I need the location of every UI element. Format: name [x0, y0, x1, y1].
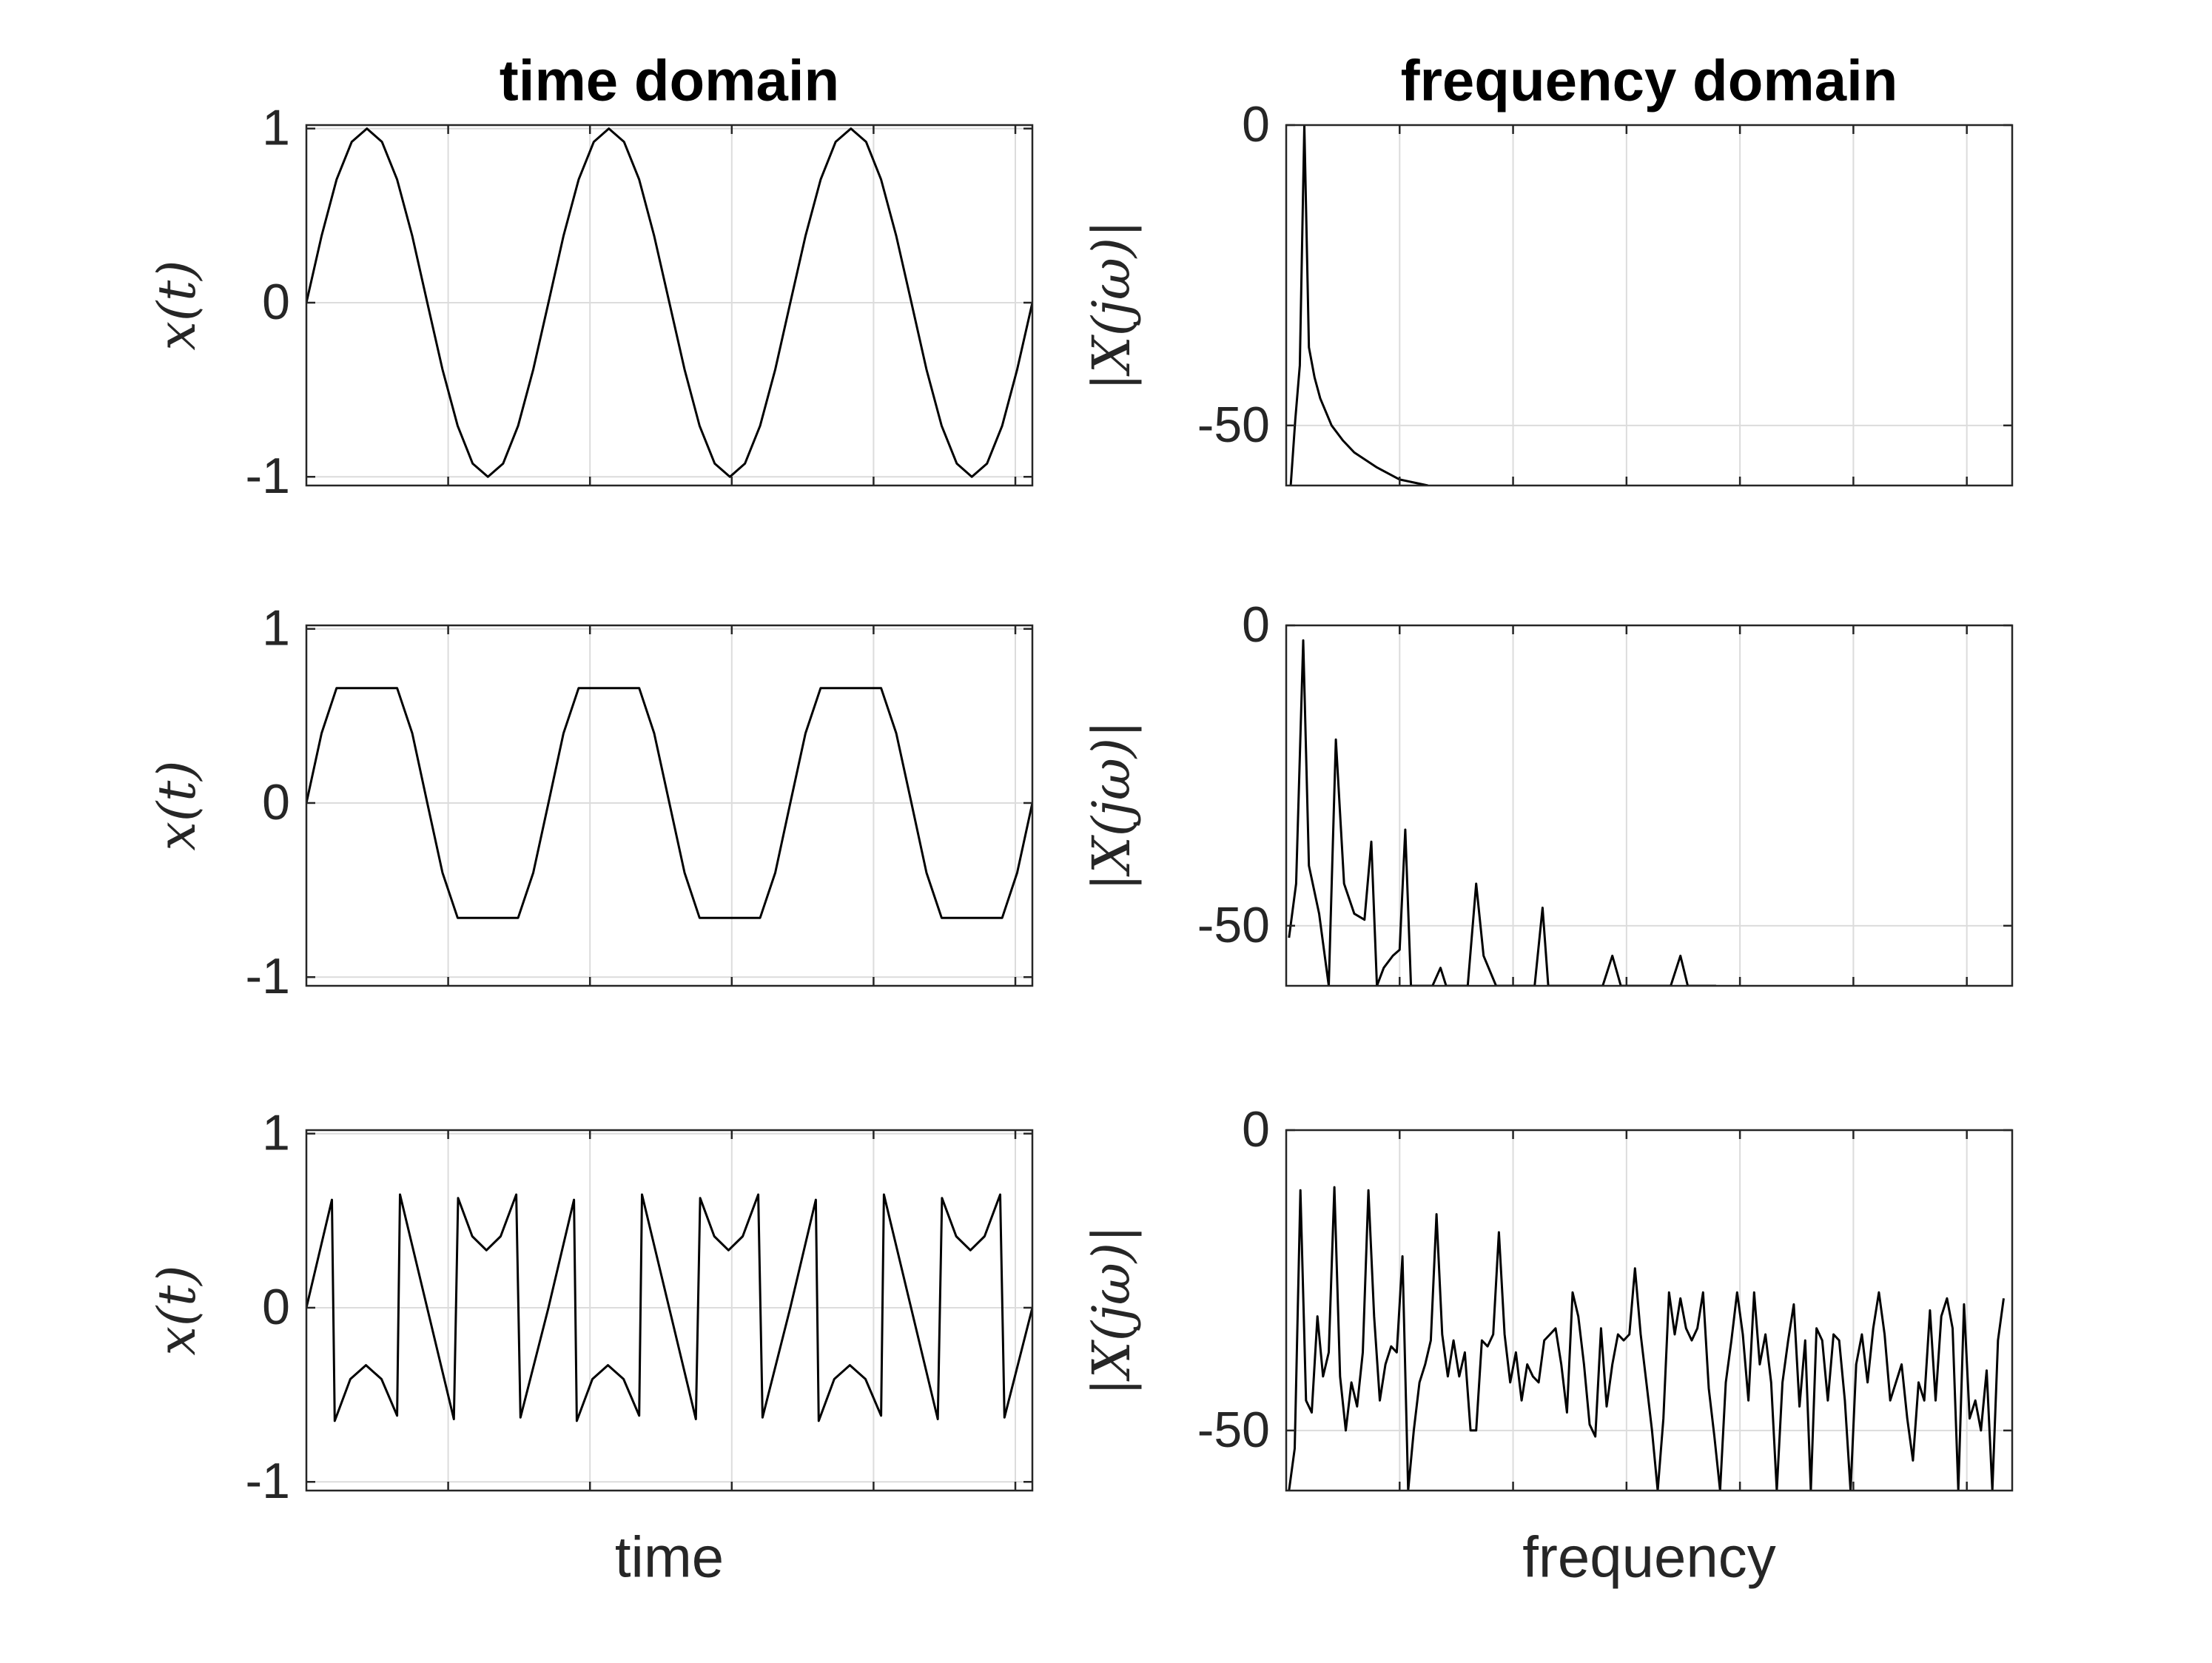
axes-box [305, 624, 1034, 987]
y-tick-label: 0 [1242, 96, 1270, 152]
axes-box [1285, 1129, 2014, 1492]
y-tick-label: 0 [1242, 1101, 1270, 1158]
y-tick-label: 1 [262, 600, 290, 656]
y-tick-label: 1 [262, 1105, 290, 1161]
axes-box [305, 124, 1034, 487]
data-line [1289, 125, 1428, 486]
axes-box [1285, 124, 2014, 487]
axes-box [305, 1129, 1034, 1492]
y-axis-label: x(t) [147, 760, 207, 850]
y-axis-label: |X(jω)| [1081, 220, 1142, 390]
y-tick-label: -50 [1197, 1402, 1270, 1458]
data-line [306, 687, 1032, 919]
y-axis-label: x(t) [147, 1265, 207, 1355]
y-tick-label: -1 [246, 948, 290, 1004]
y-tick-label: 0 [262, 274, 290, 330]
y-axis-label: |X(jω)| [1081, 720, 1142, 890]
y-axis-label: |X(jω)| [1081, 1225, 1142, 1395]
y-axis-label: x(t) [147, 260, 207, 350]
chart-title: frequency domain [1401, 48, 1898, 113]
data-line [306, 127, 1032, 478]
y-tick-label: -1 [246, 1453, 290, 1509]
data-line [1288, 1186, 2005, 1491]
x-axis-label: time [615, 1525, 724, 1590]
axes-background [1286, 1130, 2012, 1491]
y-tick-label: -50 [1197, 897, 1270, 953]
x-axis-label: frequency [1522, 1525, 1776, 1590]
axes-background [1286, 125, 2012, 486]
axes-background [1286, 625, 2012, 986]
y-tick-label: 0 [262, 1279, 290, 1335]
y-tick-label: -1 [246, 448, 290, 504]
data-line [306, 1193, 1032, 1422]
y-tick-label: -50 [1197, 397, 1270, 453]
axes-box [1285, 624, 2014, 987]
chart-title: time domain [500, 48, 839, 113]
data-line [1288, 639, 1716, 986]
y-tick-label: 1 [262, 100, 290, 156]
y-tick-label: 0 [1242, 597, 1270, 653]
y-tick-label: 0 [262, 774, 290, 830]
